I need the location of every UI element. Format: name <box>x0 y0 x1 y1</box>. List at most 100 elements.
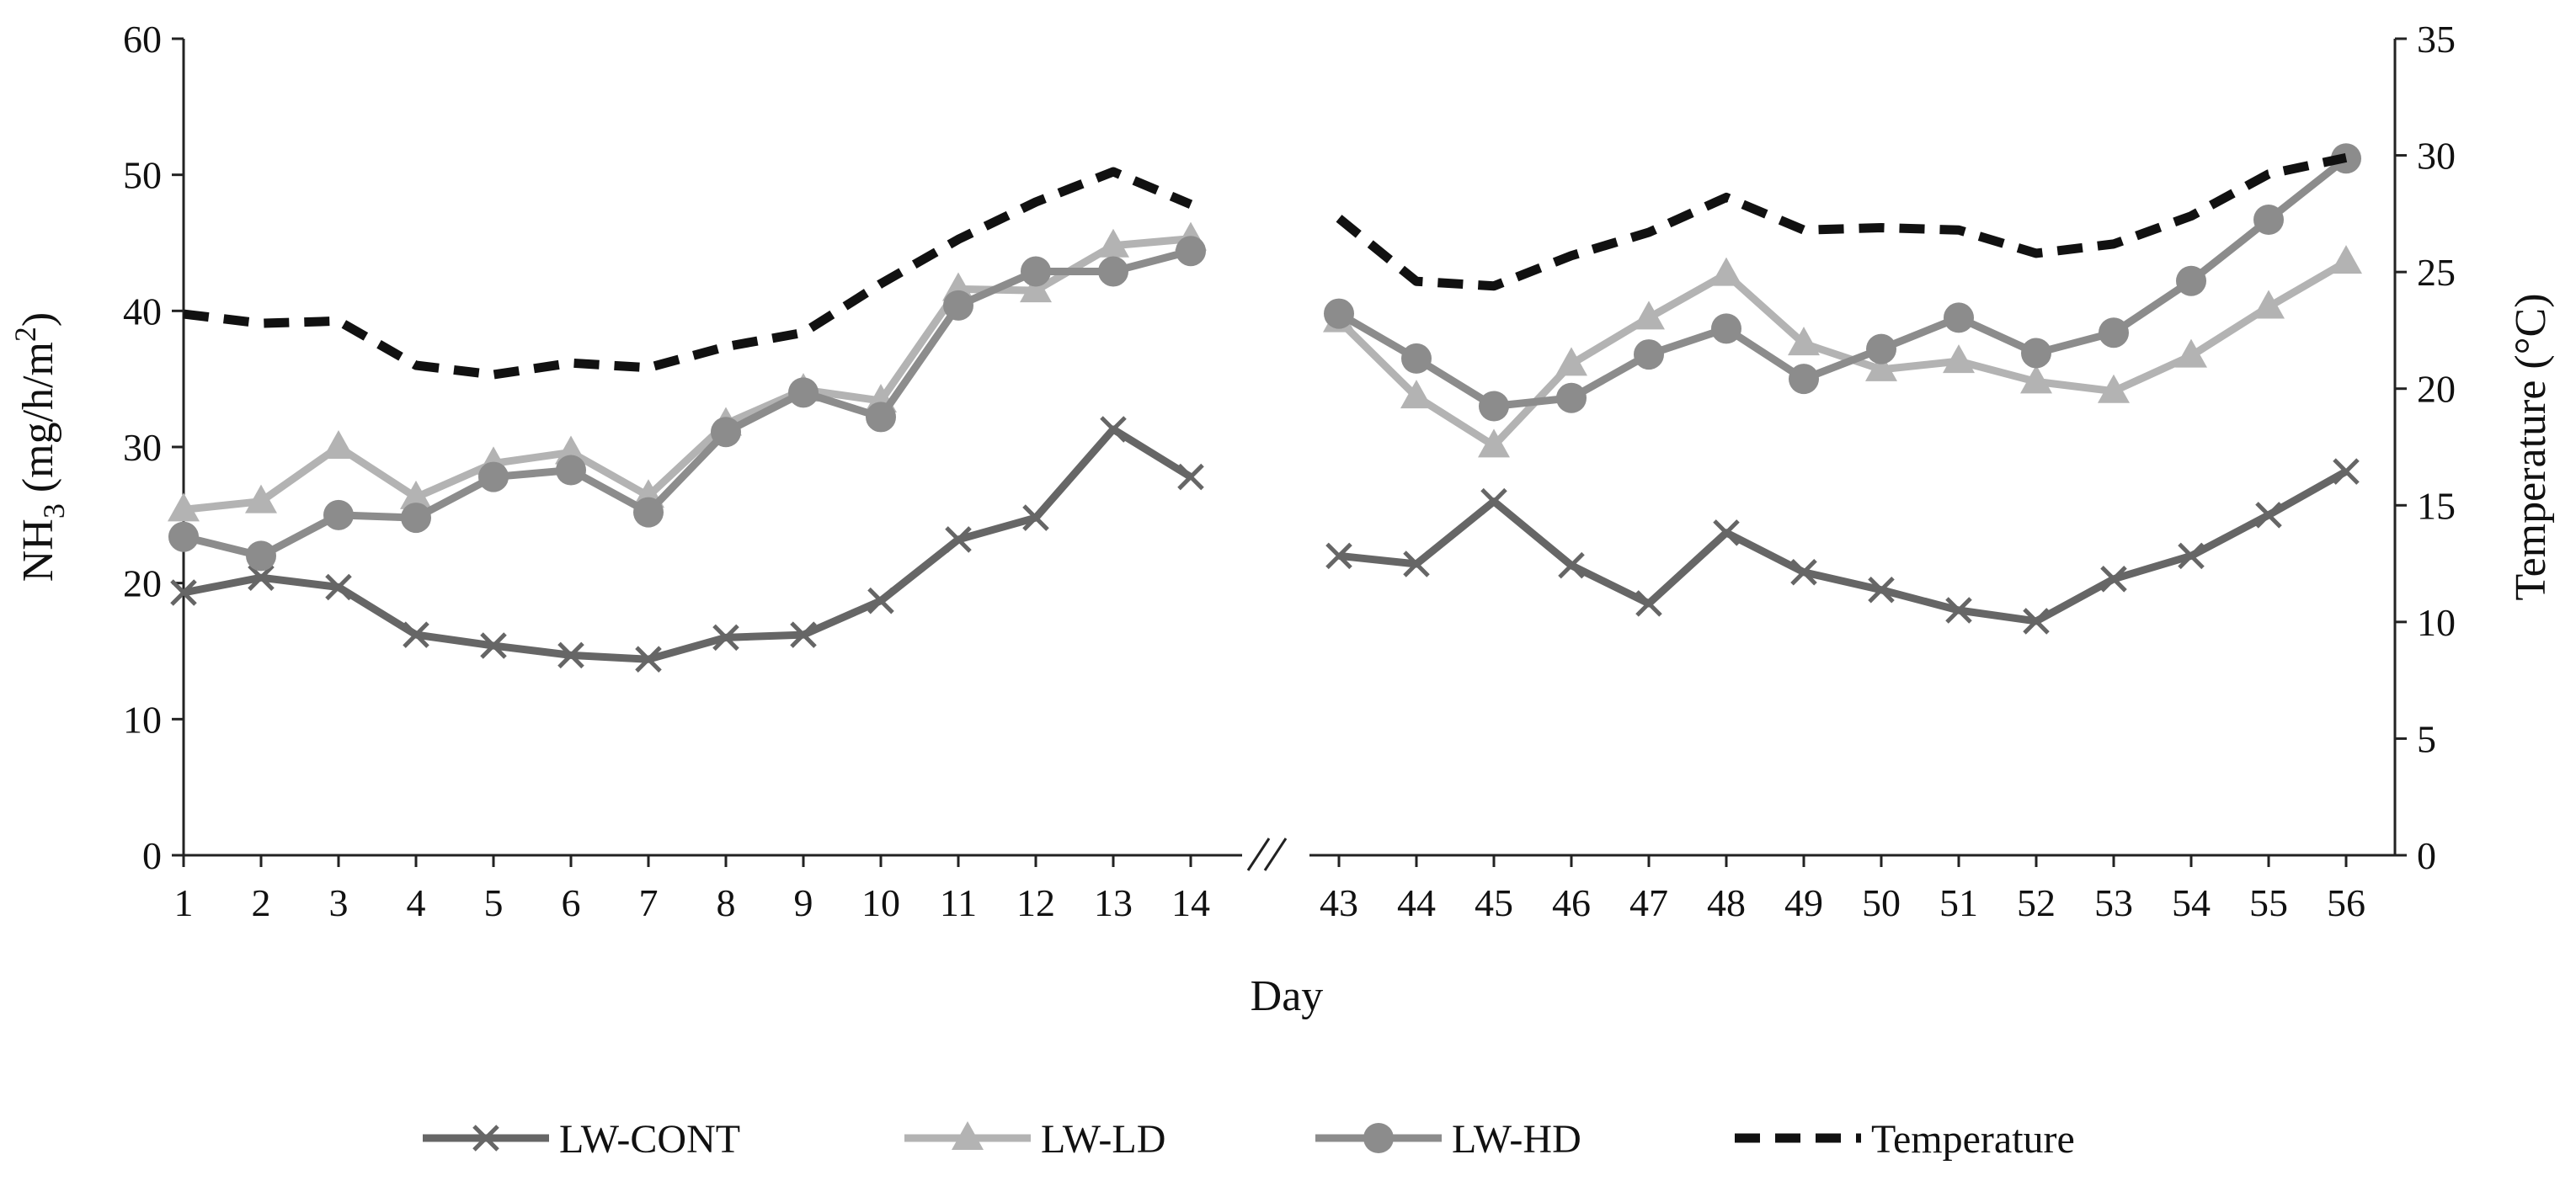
data-point-lw-hd <box>1176 236 1206 267</box>
x-axis-title: Day <box>1251 972 1324 1020</box>
x-tick-label: 49 <box>1784 881 1823 924</box>
y2-axis-title: Temperature (°C) <box>2507 293 2555 600</box>
x-tick-label: 11 <box>940 881 977 924</box>
data-point-lw-cont <box>1558 551 1585 579</box>
data-point-lw-ld <box>1555 347 1587 376</box>
x-tick-label: 12 <box>1016 881 1055 924</box>
y-tick-label: 10 <box>123 698 162 741</box>
data-point-lw-cont <box>945 526 972 553</box>
data-point-lw-cont <box>1790 558 1817 586</box>
data-point-lw-hd <box>2176 265 2206 296</box>
data-point-lw-hd <box>2253 205 2284 236</box>
y2-tick-label: 0 <box>2417 834 2436 877</box>
legend-item-temperature: Temperature <box>1735 1117 2075 1162</box>
data-point-lw-hd <box>246 540 276 572</box>
data-point-lw-cont <box>635 646 662 673</box>
data-point-lw-hd <box>943 290 973 321</box>
data-point-lw-hd <box>1866 333 1896 364</box>
data-point-lw-hd <box>323 499 354 530</box>
data-point-lw-cont <box>867 587 894 614</box>
legend-item-lw-cont: LW-CONT <box>423 1117 740 1162</box>
data-point-lw-ld <box>1478 428 1510 458</box>
data-point-lw-ld <box>2330 245 2362 274</box>
data-point-lw-ld <box>1400 380 1432 409</box>
data-point-lw-ld <box>168 492 200 522</box>
y2-tick-label: 5 <box>2417 717 2436 760</box>
y-axis-title: NH3 (mg/h/m2) <box>8 312 71 583</box>
x-tick-label: 55 <box>2249 881 2288 924</box>
y2-tick-label: 15 <box>2417 484 2456 527</box>
x-tick-label: 43 <box>1320 881 1358 924</box>
data-point-lw-cont <box>248 564 275 591</box>
data-point-lw-cont <box>325 573 352 601</box>
axis-break-marker <box>1246 838 1288 871</box>
data-point-lw-ld <box>1020 274 1052 303</box>
data-point-lw-hd <box>2021 338 2051 369</box>
data-point-lw-cont <box>2178 542 2205 570</box>
data-point-lw-ld <box>1865 352 1897 381</box>
x-tick-label: 9 <box>794 881 813 924</box>
x-tick-label: 3 <box>329 881 349 924</box>
data-point-lw-cont <box>2333 458 2360 485</box>
data-point-lw-hd <box>788 377 819 408</box>
data-point-lw-hd <box>1021 256 1051 287</box>
data-point-lw-cont <box>1022 504 1049 531</box>
x-tick-label: 44 <box>1397 881 1436 924</box>
data-point-lw-ld <box>555 435 587 465</box>
y2-tick-label: 20 <box>2417 368 2456 411</box>
data-point-lw-cont <box>1325 542 1352 570</box>
legend: LW-CONT LW-LD LW-HD Temperature <box>423 1117 2075 1162</box>
y-tick-label: 60 <box>123 18 162 61</box>
data-point-lw-ld <box>2020 364 2052 394</box>
data-point-lw-cont <box>2100 566 2127 593</box>
legend-marker-lw-hd <box>1363 1123 1394 1153</box>
legend-marker-lw-ld <box>952 1121 984 1150</box>
data-point-lw-hd <box>2099 317 2129 348</box>
data-point-lw-cont <box>1480 487 1507 515</box>
data-point-lw-cont <box>557 641 584 669</box>
data-point-lw-cont <box>170 579 197 606</box>
data-point-lw-cont <box>1403 551 1430 577</box>
data-point-lw-ld <box>1633 301 1665 330</box>
y-tick-label: 30 <box>123 426 162 469</box>
series-line-lw-cont <box>1338 468 2349 625</box>
x-tick-label: 51 <box>1939 881 1978 924</box>
data-point-lw-ld <box>400 480 432 509</box>
data-point-lw-cont <box>403 621 429 648</box>
x-tick-label: 56 <box>2327 881 2365 924</box>
data-point-lw-cont <box>790 621 817 648</box>
y2-tick-label: 25 <box>2417 251 2456 294</box>
data-point-lw-hd <box>1401 343 1432 374</box>
data-point-lw-cont <box>1945 597 1972 624</box>
data-point-lw-hd <box>1944 302 1974 333</box>
data-point-lw-ld <box>1710 257 1742 286</box>
data-point-lw-cont <box>480 632 507 659</box>
data-point-lw-hd <box>478 461 509 492</box>
data-point-lw-hd <box>1324 298 1354 329</box>
x-tick-label: 1 <box>174 881 194 924</box>
x-tick-label: 8 <box>717 881 736 924</box>
data-point-lw-hd <box>168 521 199 552</box>
legend-item-lw-ld: LW-LD <box>904 1117 1165 1162</box>
y2-tick-label: 30 <box>2417 135 2456 178</box>
data-point-lw-cont <box>1100 416 1127 443</box>
data-point-lw-ld <box>1943 344 1975 374</box>
x-tick-label: 45 <box>1475 881 1513 924</box>
x-tick-label: 13 <box>1094 881 1133 924</box>
x-tick-label: 2 <box>252 881 271 924</box>
data-point-lw-hd <box>1479 391 1509 422</box>
legend-label-lw-cont: LW-CONT <box>559 1117 740 1162</box>
legend-label-lw-hd: LW-HD <box>1452 1117 1581 1162</box>
data-point-lw-cont <box>1635 590 1662 617</box>
x-tick-label: 5 <box>484 881 504 924</box>
data-point-lw-cont <box>2023 608 2050 635</box>
data-point-lw-cont <box>712 624 739 652</box>
data-point-lw-hd <box>1711 313 1741 344</box>
data-point-lw-hd <box>866 402 896 433</box>
data-point-lw-hd <box>556 455 586 486</box>
data-point-lw-ld <box>2253 290 2285 319</box>
data-point-lw-ld <box>2175 338 2207 368</box>
x-tick-label: 48 <box>1707 881 1746 924</box>
data-point-lw-hd <box>1098 256 1128 287</box>
